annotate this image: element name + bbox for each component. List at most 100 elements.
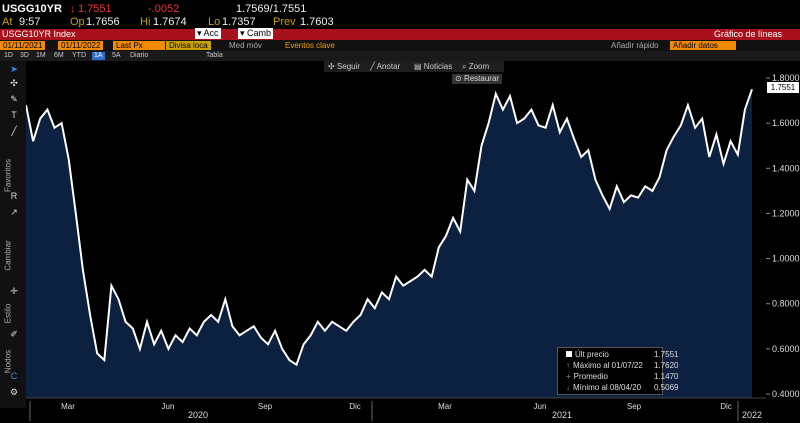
- y-tick-label: 0.6000: [772, 344, 800, 354]
- change-label: Cambiar: [3, 240, 13, 271]
- range-button-blank8[interactable]: [156, 52, 160, 60]
- last-price: 1.7551: [78, 3, 112, 15]
- x-tick-label: Mar: [61, 402, 75, 411]
- chart-tools: ✣ Seguir ╱ Anotar ▤ Noticias ⌕ Zoom: [324, 61, 504, 72]
- settings-gear-icon[interactable]: ⚙: [9, 387, 19, 397]
- restore-button[interactable]: ⊙ Restaurar: [452, 74, 502, 84]
- ticker-symbol: USGG10YR: [2, 3, 62, 15]
- range-button-3D[interactable]: 3D: [20, 52, 29, 59]
- line-tool-icon[interactable]: ╱: [11, 126, 17, 136]
- acc-label: Acc: [203, 28, 219, 38]
- y-tick-label: 1.6000: [772, 118, 800, 128]
- chart-type-title: Gráfico de líneas: [714, 29, 783, 39]
- year-label: 2020: [188, 410, 208, 420]
- trend-icon[interactable]: ↗: [10, 207, 18, 217]
- last-arrow-icon: ↓: [70, 3, 76, 15]
- y-tick-label: 1.8000: [772, 73, 800, 83]
- cursor-icon[interactable]: ➤: [10, 64, 18, 74]
- key-events-toggle[interactable]: Eventos clave: [285, 41, 335, 50]
- range-button-5A[interactable]: 5A: [112, 52, 121, 59]
- price-change: -.0052: [148, 3, 180, 15]
- y-tick-label: 0.4000: [772, 389, 800, 399]
- range-button-1M[interactable]: 1M: [36, 52, 46, 59]
- favorites-label: Favoritos: [3, 159, 13, 192]
- legend-min-value: 0.5069: [654, 383, 679, 392]
- moving-average-toggle[interactable]: Med móv: [229, 41, 262, 50]
- style-label: Estilo: [3, 303, 13, 324]
- quote-time: 9:57: [19, 16, 41, 28]
- year-label: 2021: [552, 410, 572, 420]
- range-button-YTD[interactable]: YTD: [72, 52, 86, 59]
- cross-icon[interactable]: ✛: [10, 286, 18, 296]
- x-tick-label: Dic: [720, 402, 732, 411]
- quick-add-button[interactable]: Añadir rápido: [611, 41, 659, 50]
- x-tick-label: Mar: [438, 402, 452, 411]
- brush-icon[interactable]: ✐: [10, 329, 18, 339]
- x-tick-label: Jun: [534, 402, 547, 411]
- legend-avg-label: + Promedio: [566, 372, 608, 381]
- crosshair-icon[interactable]: ✣: [10, 78, 18, 88]
- settings-row: 01/11/2021 01/11/2022 Last Px Divisa loc…: [0, 40, 800, 51]
- r-tool-icon[interactable]: R: [10, 191, 18, 201]
- range-button-Tabla[interactable]: Tabla: [206, 52, 223, 59]
- ticker-row: USGG10YR ↓ 1.7551 -.0052 1.7569/1.7551: [0, 0, 800, 17]
- y-tick-label: 0.8000: [772, 299, 800, 309]
- field-select[interactable]: Last Px: [113, 41, 165, 50]
- zoom-label: Zoom: [468, 62, 490, 71]
- x-tick-label: Dic: [349, 402, 361, 411]
- end-date-field[interactable]: 01/11/2022: [58, 41, 104, 50]
- follow-button[interactable]: ✣ Seguir: [328, 62, 361, 71]
- y-tick-label: 1.4000: [772, 163, 800, 173]
- security-name[interactable]: USGG10YR Index: [2, 29, 76, 39]
- low-value: 1.7357: [222, 16, 256, 28]
- at-label: At: [2, 16, 13, 28]
- annotate-label: Anotar: [376, 62, 401, 71]
- news-button[interactable]: ▤ Noticias: [414, 62, 453, 71]
- camb-button[interactable]: ▾ Camb: [238, 28, 274, 39]
- open-value: 1.7656: [86, 16, 120, 28]
- camb-label: Camb: [247, 28, 272, 38]
- legend-last-label: Últ precio: [566, 350, 609, 360]
- news-label: Noticias: [423, 62, 453, 71]
- legend-max-value: 1.7620: [654, 361, 679, 370]
- range-button-Diario[interactable]: Diario: [130, 52, 149, 59]
- pencil-icon[interactable]: ✎: [10, 94, 18, 104]
- price-line: [25, 88, 753, 367]
- acc-button[interactable]: ▾ Acc: [195, 28, 221, 39]
- year-label: 2022: [742, 410, 762, 420]
- range-row: 1D 3D 1M 6M YTD 1A 5A Diario Tabla: [0, 51, 800, 61]
- c-tool-icon[interactable]: C: [10, 371, 18, 381]
- open-label: Op: [70, 16, 85, 28]
- bid-ask: 1.7569/1.7551: [236, 3, 307, 15]
- security-bar: USGG10YR Index ▾ Acc ▾ Camb Gráfico de l…: [0, 28, 800, 40]
- text-tool-icon[interactable]: T: [11, 110, 17, 120]
- high-label: Hi: [140, 16, 151, 28]
- legend-max-label: ↑ Máximo al 01/07/22: [566, 361, 643, 370]
- range-button-1D[interactable]: 1D: [4, 52, 13, 59]
- x-tick-label: Sep: [258, 402, 273, 411]
- x-tick-label: Sep: [627, 402, 642, 411]
- add-data-button[interactable]: Añadir datos: [670, 41, 736, 50]
- legend-min-label: ↓ Mínimo al 08/04/20: [566, 383, 642, 392]
- annotate-button[interactable]: ╱ Anotar: [370, 62, 401, 71]
- currency-select[interactable]: Divisa loca: [166, 41, 211, 50]
- left-toolbar: ➤ ✣ ✎ T ╱ Favoritos R ↗ Cambiar ✛ Estilo…: [0, 61, 26, 408]
- follow-label: Seguir: [336, 62, 361, 71]
- range-button-blank10[interactable]: [188, 52, 192, 60]
- range-button-6M[interactable]: 6M: [54, 52, 64, 59]
- ohlc-row: At 9:57 Op 1.7656 Hi 1.7674 Lo 1.7357 Pr…: [0, 16, 800, 28]
- range-button-blank9[interactable]: [172, 52, 176, 60]
- x-tick-label: Jun: [162, 402, 175, 411]
- prev-value: 1.7603: [300, 16, 334, 28]
- start-date-field[interactable]: 01/11/2021: [0, 41, 46, 50]
- chart-legend: Últ precio 1.7551 ↑ Máximo al 01/07/22 1.…: [557, 347, 678, 395]
- price-chart: 1.8000 1.6000 1.4000 1.2000 1.0000 0.8000 0.60…: [25, 61, 800, 421]
- zoom-button[interactable]: ⌕ Zoom: [462, 62, 490, 71]
- prev-label: Prev: [273, 16, 296, 28]
- high-value: 1.7674: [153, 16, 187, 28]
- low-label: Lo: [208, 16, 221, 28]
- legend-last-value: 1.7551: [654, 350, 679, 359]
- area-fill: [26, 89, 752, 399]
- y-tick-label: 1.0000: [772, 254, 800, 264]
- range-button-1A[interactable]: 1A: [92, 52, 105, 60]
